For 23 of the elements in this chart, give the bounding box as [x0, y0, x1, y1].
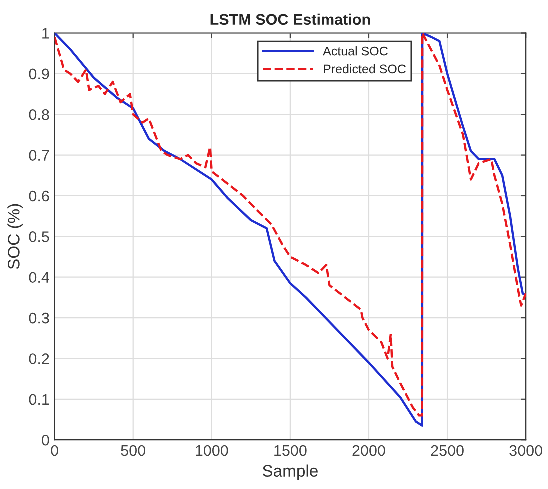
x-tick-label: 1000 [196, 445, 228, 456]
y-tick-label: 0.4 [29, 272, 50, 284]
y-tick-label: 0.7 [29, 150, 50, 161]
x-tick-label: 3000 [510, 445, 542, 456]
x-axis-title: Sample [262, 464, 318, 480]
x-tick-label: 2000 [352, 445, 386, 456]
y-tick-label: 0.2 [29, 354, 50, 364]
y-tick-label: 0.1 [29, 394, 50, 406]
x-tick-label: 0 [51, 445, 58, 456]
y-tick-label: 1 [42, 28, 50, 39]
x-tick-label: 1500 [274, 445, 307, 456]
legend-label: Actual SOC [323, 46, 388, 56]
y-tick-label: 0 [42, 434, 50, 446]
y-tick-label: 0.3 [29, 312, 50, 324]
y-tick-label: 0.6 [29, 190, 50, 202]
chart-title: LSTM SOC Estimation [210, 14, 370, 26]
x-tick-label: 500 [121, 445, 146, 456]
y-tick-label: 0.8 [29, 109, 50, 120]
y-axis-title: SOC (%) [8, 204, 24, 270]
legend-label: Predicted SOC [324, 64, 406, 74]
y-tick-label: 0.5 [29, 232, 50, 242]
y-tick-label: 0.9 [29, 68, 50, 80]
x-tick-label: 2500 [431, 445, 464, 456]
